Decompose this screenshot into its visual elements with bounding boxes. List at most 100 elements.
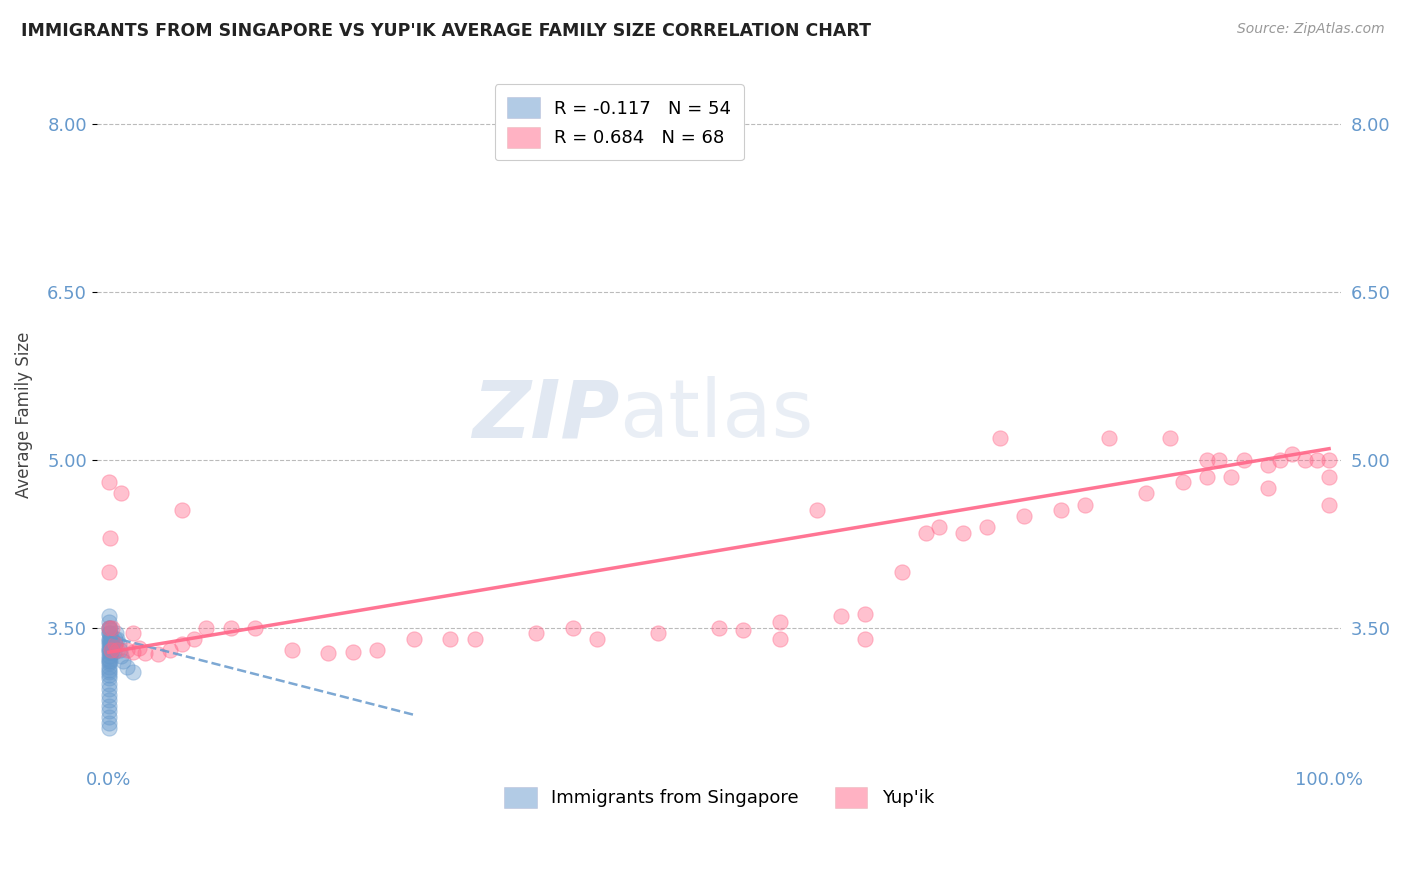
Point xyxy=(97,645,120,659)
Point xyxy=(97,698,120,713)
Point xyxy=(97,609,120,624)
Point xyxy=(97,621,120,635)
Point xyxy=(1049,503,1071,517)
Point xyxy=(1270,453,1292,467)
Point xyxy=(853,607,876,622)
Point xyxy=(647,626,669,640)
Point xyxy=(219,621,242,635)
Text: Source: ZipAtlas.com: Source: ZipAtlas.com xyxy=(1237,22,1385,37)
Point xyxy=(195,621,218,635)
Point xyxy=(281,643,304,657)
Point xyxy=(100,643,122,657)
Point xyxy=(128,640,150,655)
Point xyxy=(97,626,120,640)
Point xyxy=(170,637,193,651)
Point xyxy=(103,645,125,659)
Point xyxy=(464,632,486,646)
Point xyxy=(98,643,121,657)
Point xyxy=(97,665,120,680)
Point xyxy=(101,643,124,657)
Point xyxy=(245,621,267,635)
Text: IMMIGRANTS FROM SINGAPORE VS YUP'IK AVERAGE FAMILY SIZE CORRELATION CHART: IMMIGRANTS FROM SINGAPORE VS YUP'IK AVER… xyxy=(21,22,872,40)
Point xyxy=(97,663,120,677)
Point xyxy=(101,621,124,635)
Point xyxy=(122,665,145,680)
Point xyxy=(170,503,193,517)
Point xyxy=(97,621,120,635)
Point xyxy=(110,486,132,500)
Point xyxy=(769,632,792,646)
Point xyxy=(97,676,120,690)
Point xyxy=(97,654,120,668)
Point xyxy=(98,654,121,668)
Legend: Immigrants from Singapore, Yup'ik: Immigrants from Singapore, Yup'ik xyxy=(496,780,941,815)
Point xyxy=(830,609,852,624)
Point xyxy=(97,621,120,635)
Point xyxy=(97,634,120,648)
Point xyxy=(134,646,156,660)
Point xyxy=(98,531,121,545)
Point xyxy=(122,645,145,659)
Point xyxy=(952,525,974,540)
Text: ZIP: ZIP xyxy=(472,376,620,454)
Point xyxy=(98,648,121,663)
Point xyxy=(1074,498,1097,512)
Point xyxy=(97,659,120,673)
Point xyxy=(105,632,128,646)
Point xyxy=(97,652,120,666)
Point xyxy=(115,659,138,673)
Point xyxy=(105,626,128,640)
Y-axis label: Average Family Size: Average Family Size xyxy=(15,332,32,499)
Point xyxy=(1317,498,1340,512)
Point xyxy=(707,621,730,635)
Point xyxy=(108,643,131,657)
Point xyxy=(97,682,120,697)
Point xyxy=(1257,458,1279,473)
Point xyxy=(1135,486,1157,500)
Point xyxy=(1098,430,1121,444)
Point xyxy=(104,637,127,651)
Point xyxy=(97,671,120,685)
Point xyxy=(1317,469,1340,483)
Point xyxy=(1281,447,1303,461)
Point xyxy=(1195,453,1218,467)
Point xyxy=(98,621,121,635)
Point xyxy=(733,623,755,637)
Point xyxy=(97,637,120,651)
Point xyxy=(402,632,425,646)
Point xyxy=(769,615,792,629)
Point xyxy=(97,475,120,490)
Point xyxy=(366,643,388,657)
Point xyxy=(97,640,120,655)
Point xyxy=(806,503,828,517)
Point xyxy=(112,654,135,668)
Point xyxy=(1317,453,1340,467)
Point xyxy=(524,626,547,640)
Point xyxy=(976,520,998,534)
Point xyxy=(1171,475,1194,490)
Point xyxy=(159,643,181,657)
Point xyxy=(1294,453,1316,467)
Point xyxy=(988,430,1011,444)
Point xyxy=(97,667,120,681)
Point xyxy=(1220,469,1243,483)
Point xyxy=(97,710,120,724)
Point xyxy=(115,643,138,657)
Point xyxy=(1306,453,1329,467)
Point xyxy=(98,637,121,651)
Point xyxy=(101,637,124,651)
Point xyxy=(98,626,121,640)
Point xyxy=(97,705,120,719)
Point xyxy=(97,626,120,640)
Point xyxy=(97,688,120,702)
Point xyxy=(97,615,120,629)
Point xyxy=(1012,508,1035,523)
Point xyxy=(97,693,120,707)
Point xyxy=(1257,481,1279,495)
Point xyxy=(97,632,120,646)
Point xyxy=(107,637,129,651)
Point xyxy=(97,565,120,579)
Text: atlas: atlas xyxy=(620,376,814,454)
Point xyxy=(915,525,938,540)
Point xyxy=(97,715,120,730)
